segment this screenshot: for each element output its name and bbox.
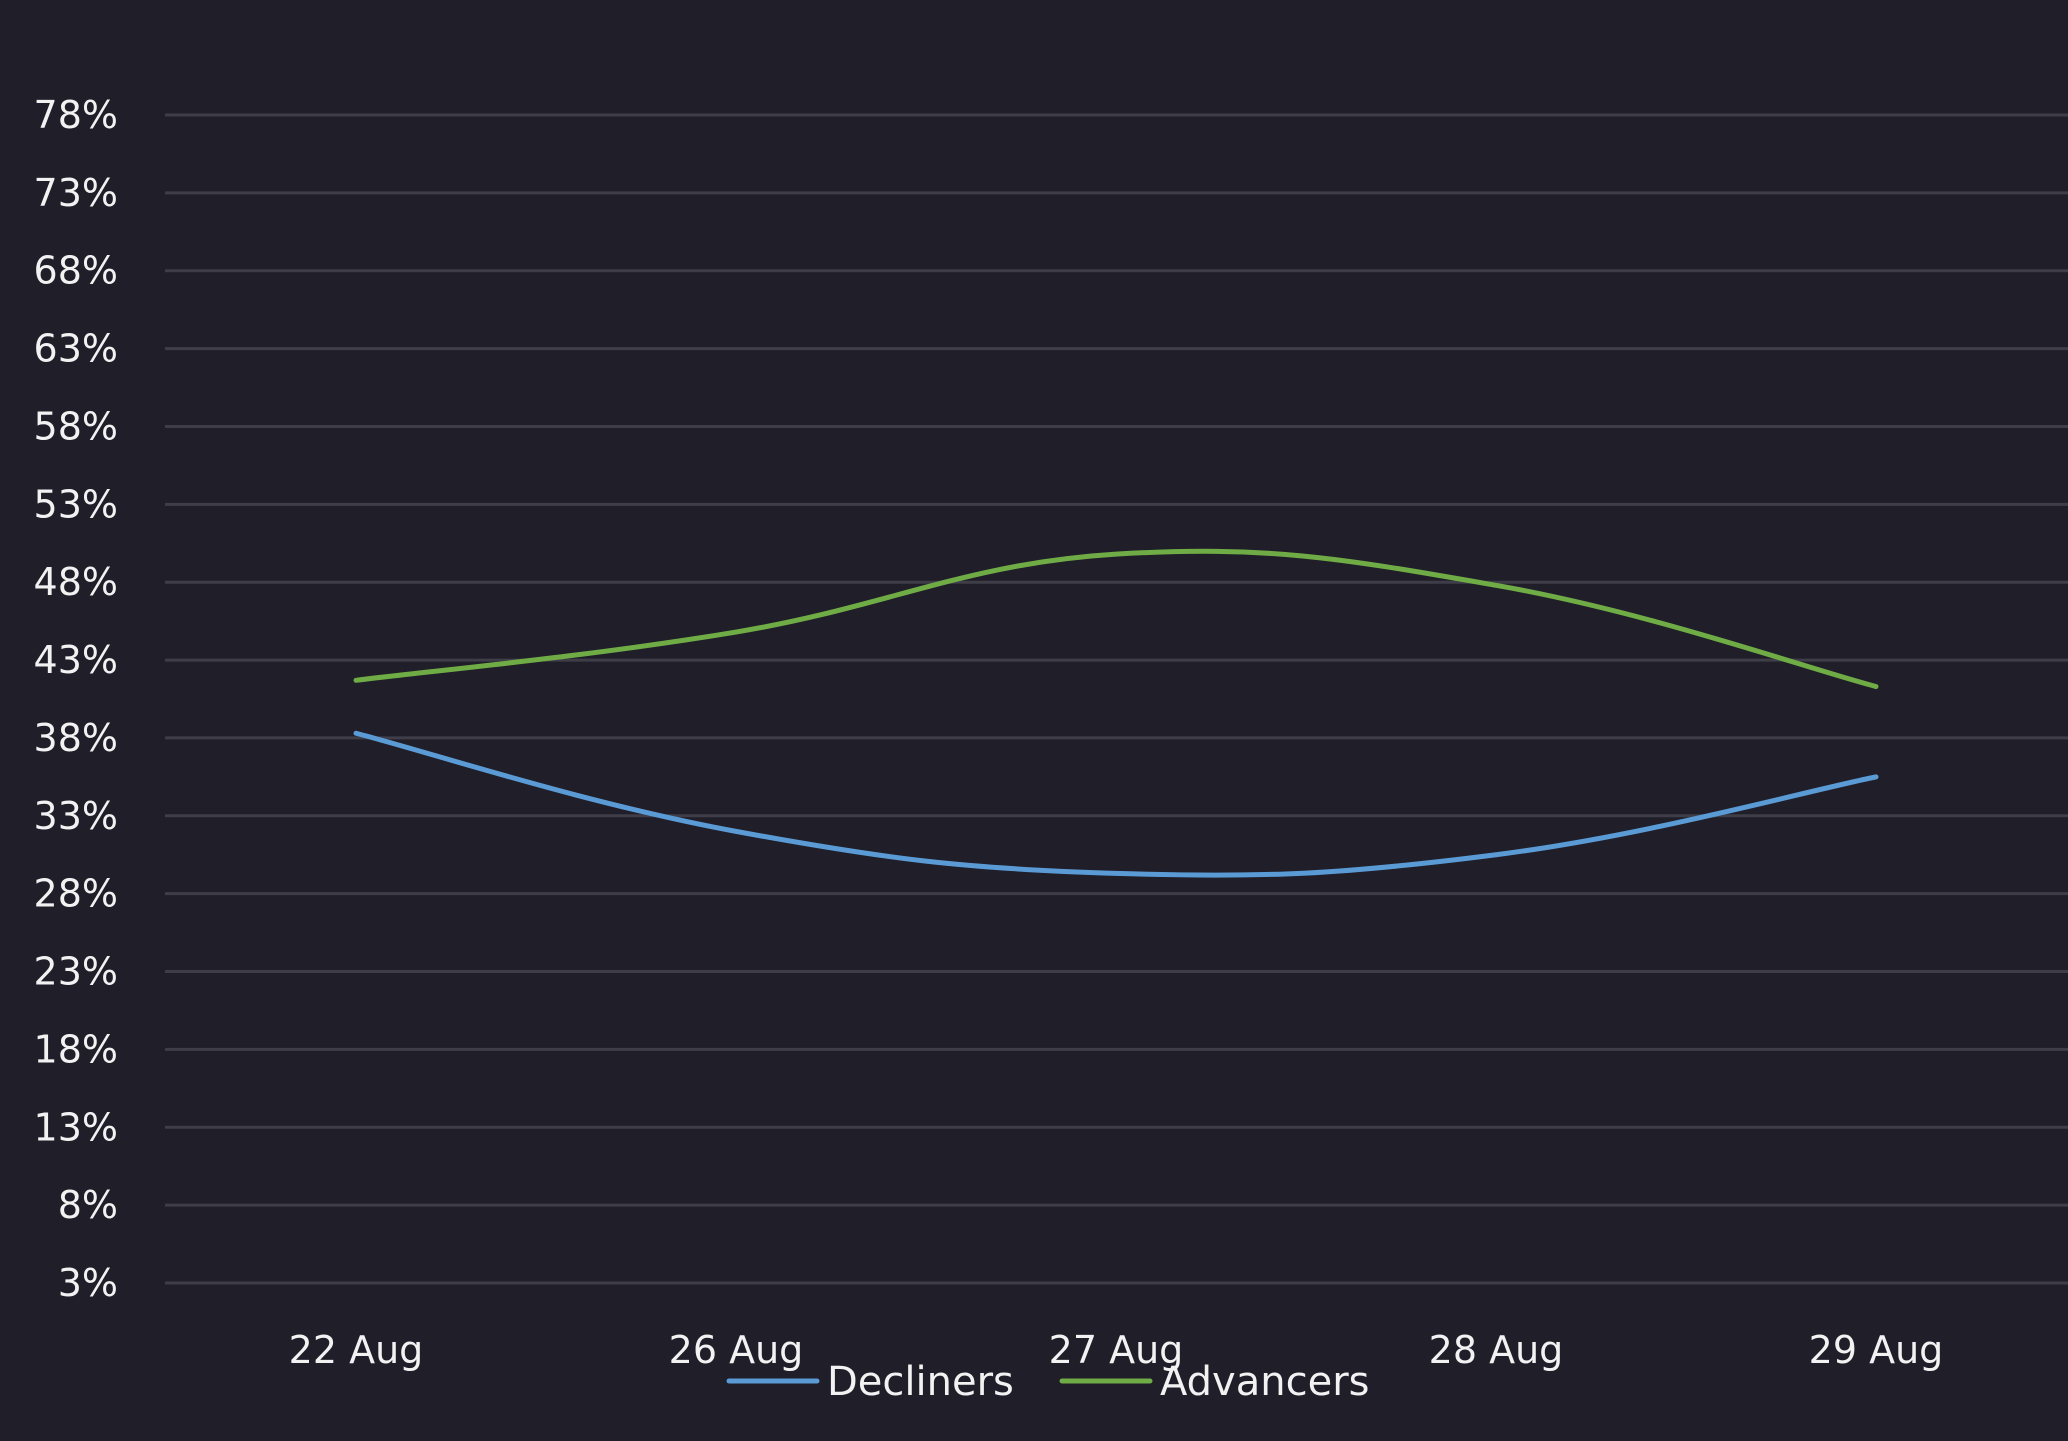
y-tick-label: 23% <box>34 950 118 994</box>
y-tick-label: 58% <box>34 404 118 448</box>
y-tick-label: 73% <box>34 171 118 215</box>
y-tick-label: 48% <box>34 560 118 604</box>
y-tick-label: 28% <box>34 872 118 916</box>
x-tick-label: 26 Aug <box>669 1328 804 1372</box>
y-tick-label: 63% <box>34 327 118 371</box>
series-line-advancers <box>356 551 1876 686</box>
series-lines <box>356 551 1876 875</box>
y-tick-label: 38% <box>34 716 118 760</box>
y-tick-label: 18% <box>34 1027 118 1071</box>
y-tick-label: 3% <box>58 1261 118 1305</box>
x-tick-label: 28 Aug <box>1429 1328 1564 1372</box>
y-tick-label: 8% <box>58 1183 118 1227</box>
y-tick-label: 68% <box>34 249 118 293</box>
y-tick-label: 13% <box>34 1105 118 1149</box>
legend-label-advancers: Advancers <box>1160 1359 1369 1405</box>
x-tick-label: 29 Aug <box>1809 1328 1944 1372</box>
y-axis-ticks: 3% 8% 13% 18% 23% 28% 33% 38% 43% 48% 53% 58% 63% 68%… <box>34 93 118 1305</box>
y-tick-label: 33% <box>34 794 118 838</box>
y-tick-label: 43% <box>34 638 118 682</box>
legend-label-decliners: Decliners <box>827 1359 1014 1405</box>
y-tick-label: 78% <box>34 93 118 137</box>
x-tick-label: 22 Aug <box>289 1328 424 1372</box>
gridlines <box>165 115 2068 1283</box>
y-tick-label: 53% <box>34 482 118 526</box>
series-line-decliners <box>356 733 1876 875</box>
